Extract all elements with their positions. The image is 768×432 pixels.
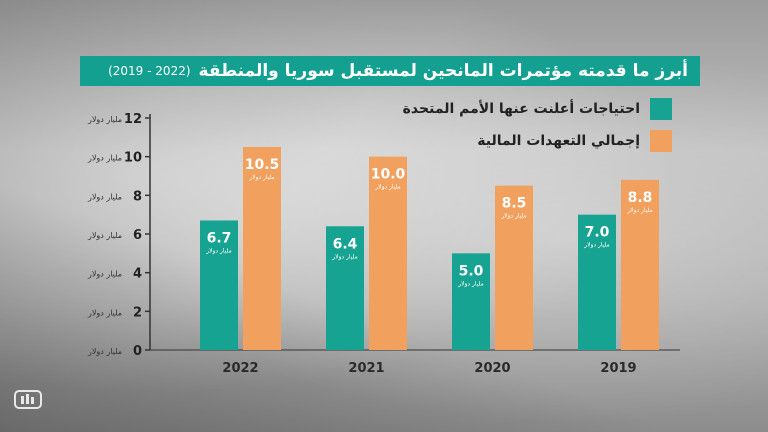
bar-unit-label: مليار دولار bbox=[500, 213, 527, 220]
y-tick-unit: مليار دولار bbox=[87, 154, 122, 163]
legend-item-pledges: إجمالي التعهدات المالية bbox=[477, 130, 672, 152]
bar-unit-label: مليار دولار bbox=[583, 242, 610, 249]
legend-label-pledges: إجمالي التعهدات المالية bbox=[477, 133, 640, 149]
bar-unit-label: مليار دولار bbox=[248, 174, 275, 181]
y-tick-unit: مليار دولار bbox=[87, 347, 122, 356]
y-tick-unit: مليار دولار bbox=[87, 192, 122, 201]
chart-title: أبرز ما قدمته مؤتمرات المانحين لمستقبل س… bbox=[198, 61, 688, 81]
bar-pledges bbox=[243, 147, 281, 350]
y-tick-label: 12 bbox=[124, 112, 142, 127]
legend-swatch-needs bbox=[650, 98, 672, 120]
legend-item-needs: احتياجات أعلنت عنها الأمم المتحدة bbox=[403, 98, 672, 120]
bar-needs bbox=[326, 226, 364, 350]
bar-unit-label: مليار دولار bbox=[205, 247, 232, 254]
title-banner: أبرز ما قدمته مؤتمرات المانحين لمستقبل س… bbox=[80, 56, 700, 86]
y-tick-label: 0 bbox=[133, 344, 142, 359]
y-tick-label: 4 bbox=[133, 267, 142, 282]
y-tick-unit: مليار دولار bbox=[87, 308, 122, 317]
x-tick-label: 2019 bbox=[600, 361, 636, 376]
bar-value-label: 7.0 bbox=[585, 225, 610, 241]
y-tick-unit: مليار دولار bbox=[87, 270, 122, 279]
bar-needs bbox=[200, 220, 238, 350]
y-tick-label: 6 bbox=[133, 228, 142, 243]
bar-needs bbox=[452, 253, 490, 350]
y-tick-label: 10 bbox=[124, 151, 142, 166]
bar-value-label: 5.0 bbox=[459, 263, 484, 279]
bar-pledges bbox=[369, 156, 407, 350]
x-tick-label: 2021 bbox=[348, 361, 384, 376]
bar-unit-label: مليار دولار bbox=[374, 184, 401, 191]
bar-value-label: 10.5 bbox=[245, 157, 280, 173]
bar-value-label: 8.8 bbox=[628, 190, 653, 206]
bar-unit-label: مليار دولار bbox=[626, 207, 653, 214]
y-tick-unit: مليار دولار bbox=[87, 231, 122, 240]
chart-subtitle: (2022 - 2019) bbox=[108, 64, 191, 78]
bar-value-label: 6.7 bbox=[207, 230, 232, 246]
y-tick-label: 8 bbox=[133, 189, 142, 204]
bar-pledges bbox=[495, 185, 533, 350]
legend-swatch-pledges bbox=[650, 130, 672, 152]
y-tick-unit: مليار دولار bbox=[87, 115, 122, 124]
bar-value-label: 10.0 bbox=[371, 167, 406, 183]
x-tick-label: 2022 bbox=[222, 361, 258, 376]
legend-label-needs: احتياجات أعلنت عنها الأمم المتحدة bbox=[402, 101, 640, 117]
logo-icon bbox=[14, 388, 44, 410]
x-tick-label: 2020 bbox=[474, 361, 510, 376]
bar-value-label: 8.5 bbox=[502, 196, 527, 212]
bar-pledges bbox=[621, 179, 659, 350]
bar-needs bbox=[578, 214, 616, 350]
y-tick-label: 2 bbox=[133, 305, 142, 320]
bar-unit-label: مليار دولار bbox=[331, 253, 358, 260]
bar-value-label: 6.4 bbox=[333, 236, 358, 252]
bar-unit-label: مليار دولار bbox=[457, 280, 484, 287]
